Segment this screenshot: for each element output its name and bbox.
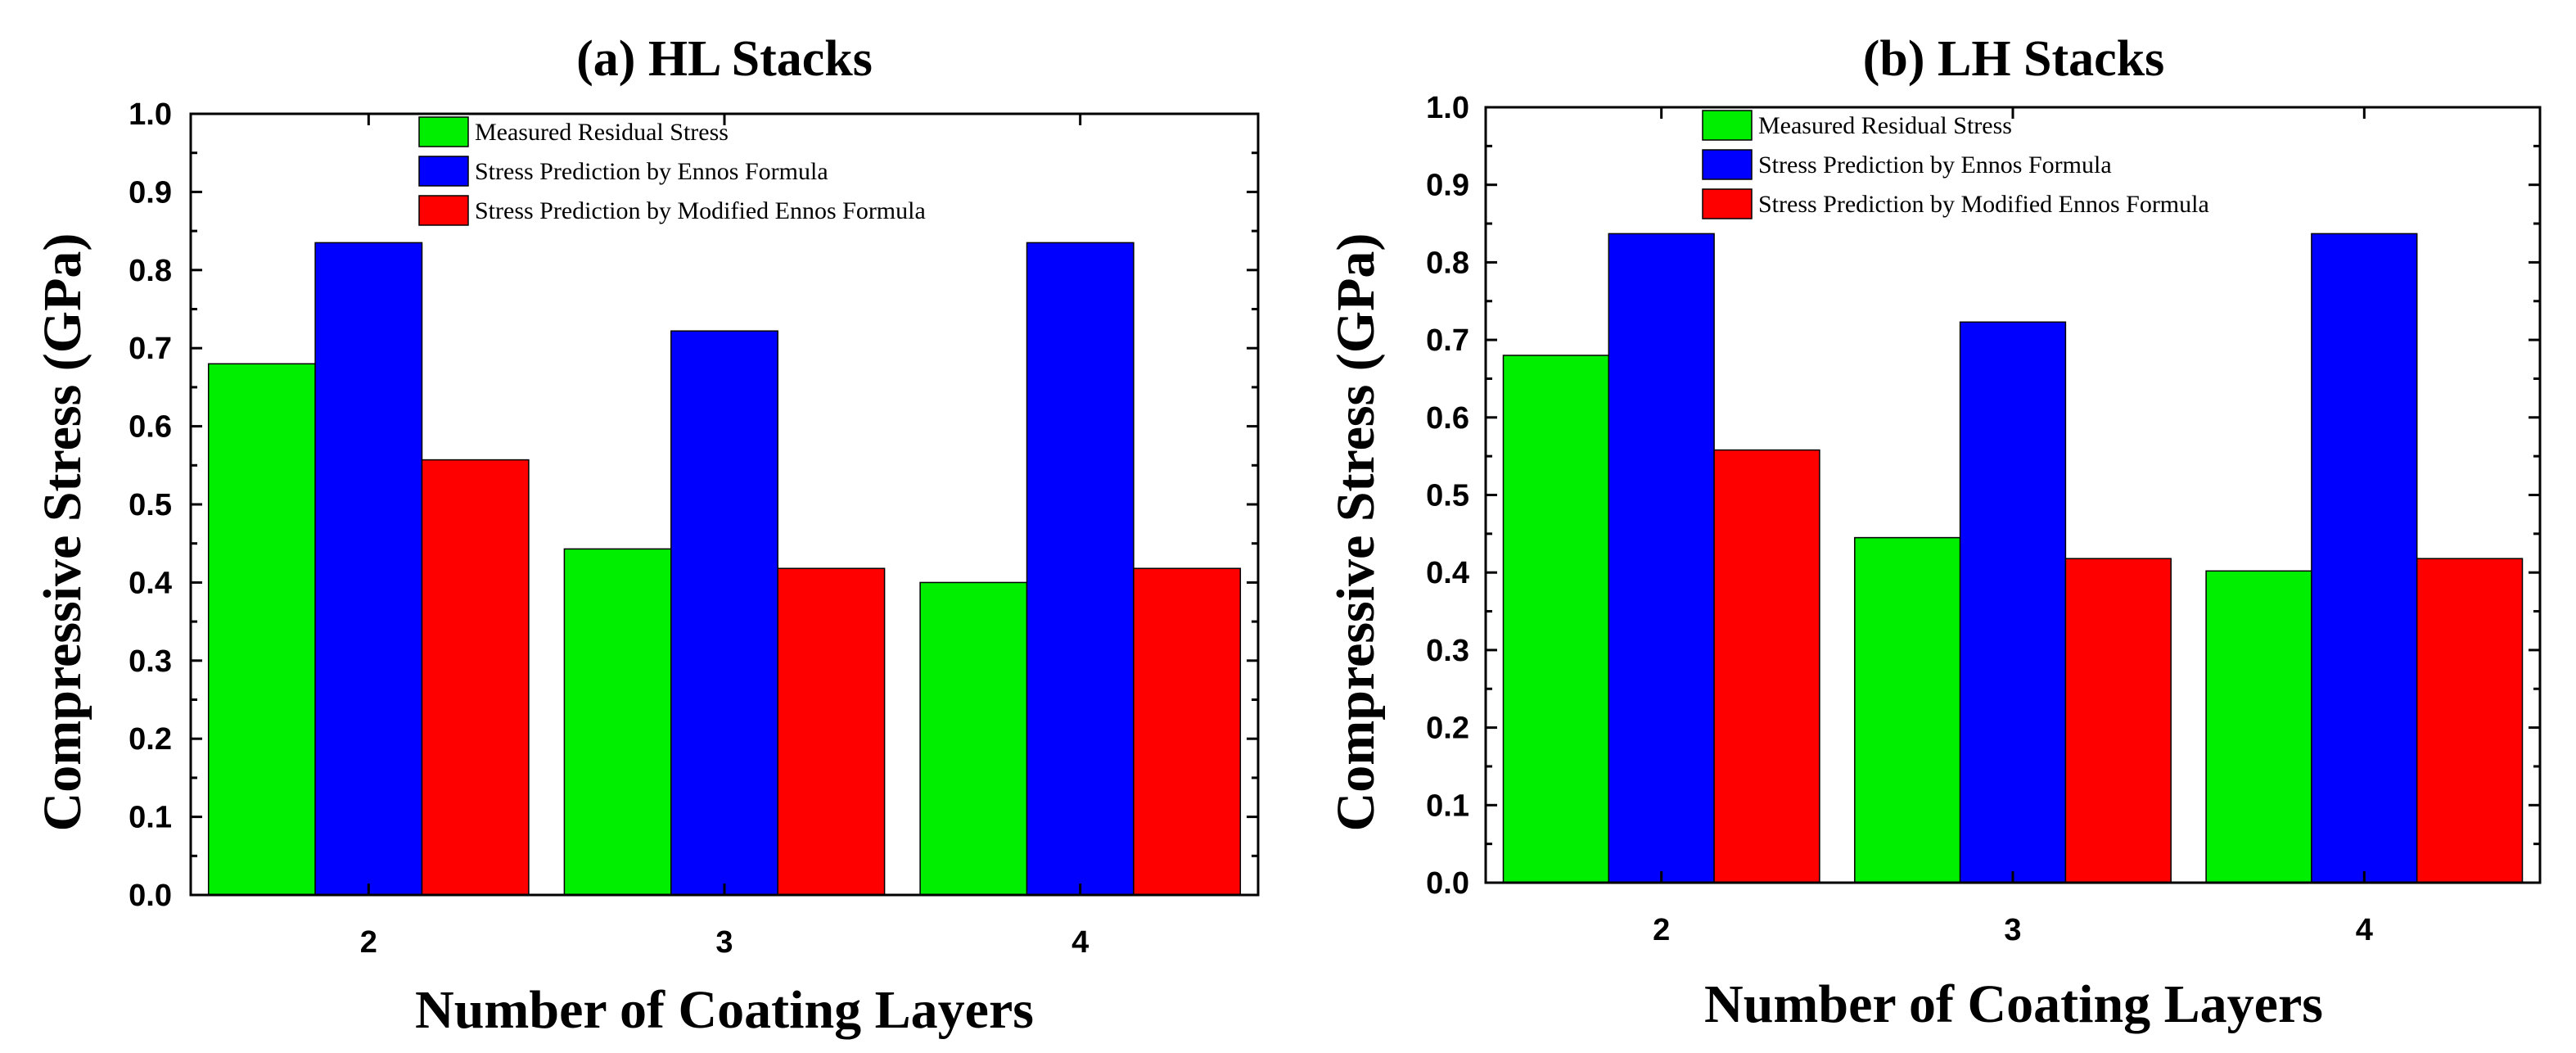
y-tick-label: 0.2 [1426, 712, 1469, 746]
legend-swatch [418, 195, 469, 226]
x-tick-label: 4 [2356, 913, 2373, 947]
chart-title: (b) LH Stacks [1863, 31, 2165, 87]
x-tick-label: 4 [1071, 925, 1089, 960]
y-tick-label: 0.3 [129, 644, 172, 679]
panel-a-hl-stacks: (a) HL Stacks Compressive Stress (GPa) N… [33, 31, 1260, 1040]
y-tick-label: 0.6 [129, 410, 172, 445]
bar-stress-prediction-by-modified-ennos-formula-2 [1713, 449, 1820, 884]
y-tick-label: 0.7 [129, 332, 172, 366]
bar-stress-prediction-by-ennos-formula-3 [1959, 321, 2067, 884]
legend-label: Stress Prediction by Modified Ennos Form… [1758, 191, 2209, 218]
y-tick-label: 0.5 [129, 488, 172, 522]
y-tick-label: 0.4 [1426, 556, 1469, 590]
legend-label: Stress Prediction by Modified Ennos Form… [475, 197, 926, 224]
bar-stress-prediction-by-ennos-formula-3 [670, 330, 778, 896]
y-tick-label: 0.3 [1426, 634, 1469, 668]
y-tick-label: 0.5 [1426, 479, 1469, 513]
bar-measured-residual-stress-4 [919, 581, 1028, 896]
bar-stress-prediction-by-ennos-formula-2 [1608, 233, 1715, 884]
y-tick-label: 0.7 [1426, 323, 1469, 358]
bar-measured-residual-stress-4 [2205, 570, 2312, 884]
y-tick-label: 0.1 [129, 801, 172, 835]
x-axis-label: Number of Coating Layers [1704, 974, 2323, 1034]
plot-area: 0.0 0.1 0.2 0.3 0.4 0.5 0.6 0.7 0.8 0.9 1.0 2 3 4 [129, 97, 1260, 960]
bar-stress-prediction-by-modified-ennos-formula-3 [2064, 558, 2172, 884]
x-tick-label: 3 [2004, 913, 2021, 947]
legend-swatch [418, 156, 469, 187]
x-tick-label: 3 [715, 925, 733, 960]
y-tick-label: 0.8 [1426, 246, 1469, 280]
bar-measured-residual-stress-3 [563, 548, 672, 896]
y-tick-label: 0.8 [129, 254, 172, 288]
y-axis-label: Compressive Stress (GPa) [33, 233, 92, 832]
legend-label: Measured Residual Stress [1758, 112, 2012, 139]
y-tick-label: 0.9 [129, 175, 172, 210]
y-tick-label: 0.0 [1426, 866, 1469, 901]
panel-b-lh-stacks: (b) LH Stacks Compressive Stress (GPa) N… [1326, 31, 2542, 1034]
legend: Measured Residual Stress Stress Predictio… [1702, 110, 2209, 219]
y-tick-label: 0.6 [1426, 401, 1469, 436]
legend-swatch [418, 116, 469, 147]
chart-title: (a) HL Stacks [576, 31, 873, 87]
bar-stress-prediction-by-modified-ennos-formula-4 [1133, 567, 1242, 896]
legend-swatch [1702, 149, 1753, 180]
bar-stress-prediction-by-modified-ennos-formula-3 [777, 567, 886, 896]
bar-measured-residual-stress-3 [1854, 536, 1961, 884]
y-tick-label: 0.2 [129, 722, 172, 757]
y-tick-label: 1.0 [1426, 91, 1469, 125]
bar-stress-prediction-by-modified-ennos-formula-4 [2416, 558, 2524, 884]
y-tick-label: 0.1 [1426, 789, 1469, 823]
y-tick-label: 0.0 [129, 879, 172, 913]
legend-label: Stress Prediction by Ennos Formula [1758, 151, 2112, 179]
y-tick-label: 0.9 [1426, 169, 1469, 203]
x-tick-label: 2 [1653, 913, 1670, 947]
legend-label: Measured Residual Stress [475, 119, 729, 146]
bar-measured-residual-stress-2 [207, 363, 316, 896]
y-tick-label: 1.0 [129, 97, 172, 132]
bar-measured-residual-stress-2 [1502, 355, 1610, 884]
bar-stress-prediction-by-ennos-formula-2 [314, 242, 423, 896]
x-axis-label: Number of Coating Layers [415, 980, 1034, 1040]
legend-label: Stress Prediction by Ennos Formula [475, 158, 828, 185]
y-axis-label: Compressive Stress (GPa) [1326, 233, 1386, 832]
legend-swatch [1702, 110, 1753, 141]
plot-area: 0.0 0.1 0.2 0.3 0.4 0.5 0.6 0.7 0.8 0.9 1.0 2 3 4 [1426, 91, 2542, 947]
bar-stress-prediction-by-ennos-formula-4 [1026, 242, 1135, 896]
bar-stress-prediction-by-ennos-formula-4 [2311, 233, 2418, 884]
legend-swatch [1702, 188, 1753, 219]
x-tick-label: 2 [360, 925, 377, 960]
legend: Measured Residual Stress Stress Predictio… [418, 116, 926, 226]
y-tick-label: 0.4 [129, 566, 172, 600]
bar-stress-prediction-by-modified-ennos-formula-2 [421, 459, 530, 896]
